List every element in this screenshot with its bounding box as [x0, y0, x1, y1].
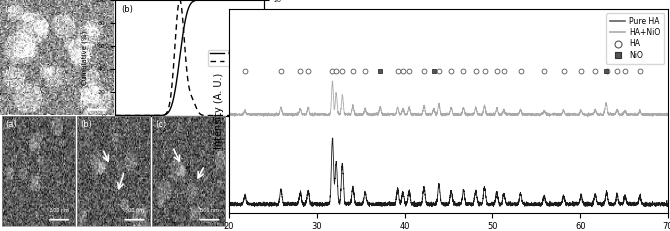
Y-axis label: Cumulative (%): Cumulative (%)	[82, 31, 88, 85]
Y-axis label: Frequency (%): Frequency (%)	[287, 33, 293, 83]
Legend: Pure HA, HA+NiO, HA, NiO: Pure HA, HA+NiO, HA, NiO	[606, 13, 664, 64]
Line: Frequency: Frequency	[115, 0, 264, 116]
HA+NiO	[488, 114, 496, 117]
Pure HA	[553, 204, 561, 207]
Frequency	[233, 114, 241, 117]
Cumulative	[183, 12, 191, 15]
Cumulative	[260, 0, 268, 1]
Cumulative	[233, 0, 241, 1]
Pure HA	[265, 205, 273, 208]
Legend: Cumulative, Frequency: Cumulative, Frequency	[208, 50, 261, 66]
Text: (c): (c)	[155, 120, 166, 129]
Y-axis label: Intensity (A. U.): Intensity (A. U.)	[214, 73, 224, 149]
Frequency	[200, 114, 208, 117]
Pure HA	[225, 202, 233, 205]
Text: (b): (b)	[121, 5, 133, 14]
HA+NiO	[393, 108, 401, 111]
Frequency	[176, 0, 184, 1]
HA+NiO	[553, 113, 561, 116]
HA+NiO	[584, 116, 592, 118]
HA+NiO	[511, 113, 519, 116]
Text: 500 nm: 500 nm	[125, 208, 144, 213]
Text: (a): (a)	[5, 120, 17, 129]
X-axis label: Particle size (μ): Particle size (μ)	[160, 140, 219, 149]
Pure HA	[586, 203, 594, 206]
Frequency	[111, 114, 119, 117]
Cumulative	[225, 0, 233, 1]
Pure HA	[511, 202, 519, 205]
Cumulative	[257, 0, 265, 1]
Pure HA	[393, 193, 401, 195]
Frequency	[182, 63, 190, 66]
Text: 5 μm: 5 μm	[89, 99, 103, 104]
Frequency	[192, 106, 200, 109]
HA+NiO	[305, 108, 313, 111]
Pure HA	[305, 191, 313, 194]
HA+NiO	[328, 80, 336, 82]
Line: HA+NiO: HA+NiO	[229, 81, 668, 117]
Cumulative	[182, 16, 190, 19]
Pure HA	[328, 137, 336, 140]
Cumulative	[192, 0, 200, 2]
Line: Cumulative: Cumulative	[115, 0, 264, 116]
Frequency	[260, 114, 268, 117]
Cumulative	[111, 114, 119, 117]
Text: 500 nm: 500 nm	[200, 208, 219, 213]
Text: 500 nm: 500 nm	[50, 208, 69, 213]
Text: (b): (b)	[80, 120, 92, 129]
Pure HA	[664, 203, 670, 206]
Frequency	[257, 114, 265, 117]
Pure HA	[488, 202, 496, 205]
Line: Pure HA: Pure HA	[229, 138, 668, 207]
HA+NiO	[664, 113, 670, 116]
HA+NiO	[586, 114, 594, 116]
HA+NiO	[225, 113, 233, 116]
Frequency	[183, 72, 191, 75]
Cumulative	[200, 0, 208, 1]
Text: (a): (a)	[5, 5, 16, 14]
